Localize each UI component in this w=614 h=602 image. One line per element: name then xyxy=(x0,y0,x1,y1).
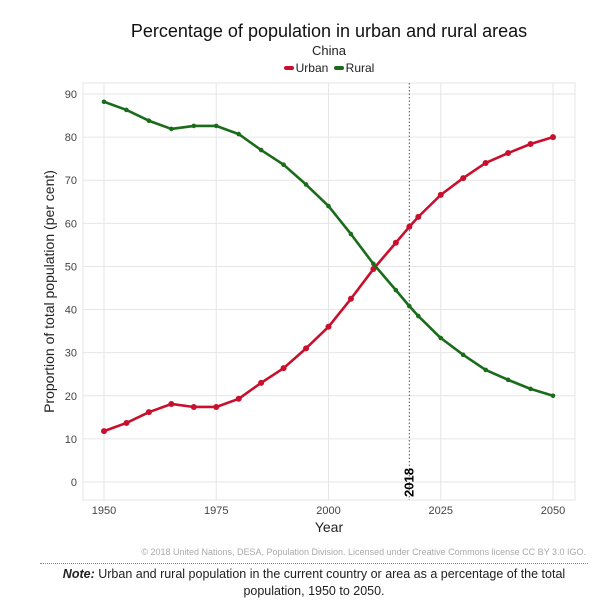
note: Note: Urban and rural population in the … xyxy=(44,566,584,600)
data-point-rural xyxy=(213,123,219,129)
data-point-urban xyxy=(325,323,332,330)
data-point-urban xyxy=(280,365,287,372)
rural-swatch xyxy=(333,66,344,70)
y-axis-title: Proportion of total population (per cent… xyxy=(41,170,57,413)
urban-swatch xyxy=(283,66,294,70)
data-point-rural xyxy=(407,303,412,309)
y-tick-label: 0 xyxy=(71,477,77,489)
credit-text: © 2018 United Nations, DESA, Population … xyxy=(141,547,586,557)
chart-subtitle: China xyxy=(312,43,346,58)
data-point-rural xyxy=(393,287,399,293)
x-tick-label: 1975 xyxy=(204,505,228,517)
data-point-rural xyxy=(460,352,466,358)
x-axis-title: Year xyxy=(315,519,344,535)
data-point-urban xyxy=(123,419,130,426)
data-point-rural xyxy=(326,203,331,209)
data-point-urban xyxy=(550,134,556,141)
y-tick-label: 80 xyxy=(65,132,77,144)
data-point-rural xyxy=(416,313,421,319)
y-tick-label: 50 xyxy=(65,261,77,273)
data-point-urban xyxy=(505,150,512,157)
x-tick-label: 1950 xyxy=(92,505,116,517)
y-tick-label: 30 xyxy=(65,348,77,360)
data-point-rural xyxy=(236,131,241,137)
legend: Urban Rural xyxy=(0,59,614,75)
data-point-rural xyxy=(258,147,264,153)
data-point-rural xyxy=(101,99,107,105)
data-point-rural xyxy=(303,182,309,187)
data-point-rural xyxy=(528,386,533,392)
data-point-rural xyxy=(169,126,174,132)
data-point-rural xyxy=(371,261,376,267)
y-tick-label: 60 xyxy=(65,218,77,230)
data-point-urban xyxy=(527,141,534,148)
note-text: Urban and rural population in the curren… xyxy=(94,567,566,598)
data-point-urban xyxy=(347,295,354,302)
data-point-urban xyxy=(406,223,413,230)
data-point-rural xyxy=(124,107,129,113)
data-point-urban xyxy=(258,379,265,386)
data-point-urban xyxy=(235,395,242,402)
chart-title: Percentage of population in urban and ru… xyxy=(130,21,528,41)
chart-area: 0 10 20 30 40 50 60 70 80 90 1950 1975 2000 2025 2050 Y… xyxy=(41,82,576,535)
divider xyxy=(40,563,588,564)
x-tick-label: 2000 xyxy=(316,505,340,517)
y-tick-label: 20 xyxy=(65,391,77,403)
data-point-rural xyxy=(191,123,197,129)
data-point-urban xyxy=(213,403,220,410)
data-point-urban xyxy=(415,213,422,220)
data-point-urban xyxy=(482,159,489,166)
data-point-urban xyxy=(168,400,175,407)
data-point-rural xyxy=(146,118,152,124)
series-line-rural xyxy=(103,100,554,398)
data-point-rural xyxy=(550,393,556,399)
data-point-urban xyxy=(190,403,197,410)
data-point-urban xyxy=(303,345,310,352)
data-point-urban xyxy=(392,239,399,246)
data-point-urban xyxy=(101,428,107,435)
data-point-urban xyxy=(437,191,444,198)
data-point-rural xyxy=(438,335,444,341)
year-marker-label: 2018 xyxy=(401,468,416,497)
legend-item-urban[interactable]: Urban xyxy=(283,61,329,75)
data-point-rural xyxy=(483,367,488,373)
legend-item-rural[interactable]: Rural xyxy=(333,61,375,75)
note-label: Note: xyxy=(62,567,95,581)
y-tick-label: 90 xyxy=(65,89,77,101)
data-point-rural xyxy=(348,231,354,237)
legend-label: Urban xyxy=(295,61,329,75)
data-point-rural xyxy=(505,377,511,383)
legend-label: Rural xyxy=(345,61,375,75)
data-point-urban xyxy=(460,175,467,182)
data-point-urban xyxy=(145,409,152,416)
y-tick-label: 40 xyxy=(65,305,77,317)
x-tick-label: 2050 xyxy=(541,505,565,517)
series-line-urban xyxy=(103,135,554,433)
data-point-rural xyxy=(281,162,286,168)
y-tick-label: 70 xyxy=(65,175,77,187)
x-tick-label: 2025 xyxy=(429,505,453,517)
y-tick-label: 10 xyxy=(65,434,77,446)
